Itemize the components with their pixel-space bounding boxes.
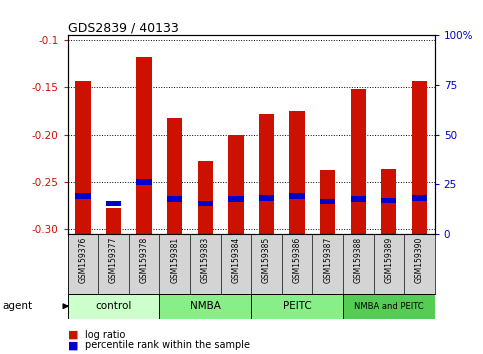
Text: log ratio: log ratio (85, 330, 125, 339)
Bar (381, 198, 397, 204)
Bar (68, 294, 159, 319)
Bar (251, 294, 343, 319)
Text: control: control (95, 301, 132, 311)
Text: GSM159388: GSM159388 (354, 236, 363, 283)
Text: GSM159377: GSM159377 (109, 236, 118, 283)
Bar (351, 196, 366, 201)
Bar (75, 81, 91, 234)
Text: GSM159383: GSM159383 (201, 236, 210, 283)
Bar (259, 114, 274, 234)
Bar (251, 234, 282, 294)
Bar (228, 196, 243, 201)
Text: GSM159376: GSM159376 (78, 236, 87, 283)
Bar (289, 111, 305, 234)
Bar (343, 234, 373, 294)
Text: GSM159385: GSM159385 (262, 236, 271, 283)
Bar (351, 89, 366, 234)
Bar (137, 179, 152, 184)
Text: NMBA and PEITC: NMBA and PEITC (354, 302, 424, 311)
Text: GSM159387: GSM159387 (323, 236, 332, 283)
Bar (289, 193, 305, 199)
Text: GSM159390: GSM159390 (415, 236, 424, 283)
Bar (98, 234, 129, 294)
Bar (106, 201, 121, 206)
Bar (381, 170, 397, 234)
Text: PEITC: PEITC (283, 301, 312, 311)
Bar (68, 234, 98, 294)
Bar (129, 234, 159, 294)
Bar (167, 119, 183, 234)
Text: GDS2839 / 40133: GDS2839 / 40133 (68, 21, 178, 34)
Text: agent: agent (2, 301, 32, 311)
Bar (190, 234, 221, 294)
Bar (412, 81, 427, 234)
Bar (159, 234, 190, 294)
Bar (221, 234, 251, 294)
Bar (106, 208, 121, 234)
Bar (167, 196, 183, 201)
Text: GSM159386: GSM159386 (293, 236, 301, 283)
Text: percentile rank within the sample: percentile rank within the sample (85, 340, 250, 350)
Bar (320, 170, 335, 234)
Bar (343, 294, 435, 319)
Bar (75, 193, 91, 199)
Bar (198, 201, 213, 206)
Bar (404, 234, 435, 294)
Bar (373, 234, 404, 294)
Text: ■: ■ (68, 330, 78, 339)
Bar (228, 135, 243, 234)
Text: NMBA: NMBA (190, 301, 221, 311)
Text: GSM159384: GSM159384 (231, 236, 241, 283)
Text: ■: ■ (68, 340, 78, 350)
Bar (137, 57, 152, 234)
Bar (412, 195, 427, 201)
Bar (198, 161, 213, 234)
Bar (282, 234, 313, 294)
Bar (259, 195, 274, 201)
Bar (159, 294, 251, 319)
Bar (313, 234, 343, 294)
Text: GSM159389: GSM159389 (384, 236, 393, 283)
Text: GSM159378: GSM159378 (140, 236, 149, 283)
Text: GSM159381: GSM159381 (170, 236, 179, 283)
Bar (320, 199, 335, 204)
